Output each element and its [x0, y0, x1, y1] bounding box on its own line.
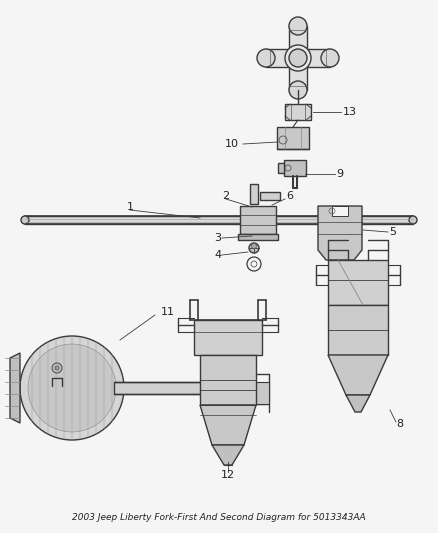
Text: 2003 Jeep Liberty Fork-First And Second Diagram for 5013343AA: 2003 Jeep Liberty Fork-First And Second … — [72, 513, 366, 522]
Text: 2: 2 — [223, 191, 230, 201]
Bar — [284, 160, 306, 176]
Bar — [278, 163, 284, 173]
Bar — [277, 127, 309, 149]
Text: 13: 13 — [343, 107, 357, 117]
Bar — [254, 382, 269, 404]
Text: 12: 12 — [221, 470, 235, 480]
Circle shape — [289, 17, 307, 35]
Text: 9: 9 — [336, 169, 343, 179]
Circle shape — [21, 216, 29, 224]
Circle shape — [249, 243, 259, 253]
Text: 1: 1 — [127, 202, 134, 212]
Bar — [25, 216, 413, 224]
Circle shape — [285, 45, 311, 71]
Polygon shape — [328, 355, 388, 395]
Polygon shape — [212, 445, 244, 465]
Circle shape — [20, 336, 124, 440]
Bar — [260, 192, 280, 200]
Polygon shape — [200, 405, 256, 445]
Bar — [238, 234, 278, 240]
Circle shape — [321, 49, 339, 67]
Bar — [289, 26, 307, 58]
Bar — [285, 104, 311, 120]
Text: 4: 4 — [215, 250, 222, 260]
Text: 11: 11 — [161, 307, 175, 317]
Bar — [298, 49, 330, 67]
Bar — [289, 58, 307, 90]
Circle shape — [409, 216, 417, 224]
Text: 3: 3 — [215, 233, 222, 243]
Bar — [240, 206, 276, 234]
Text: 10: 10 — [225, 139, 239, 149]
Polygon shape — [346, 395, 370, 412]
Circle shape — [28, 344, 116, 432]
Bar — [332, 206, 348, 216]
Circle shape — [257, 49, 275, 67]
Circle shape — [251, 261, 257, 267]
Bar — [250, 184, 258, 204]
Bar — [328, 260, 388, 305]
Polygon shape — [10, 353, 20, 423]
Circle shape — [52, 363, 62, 373]
Circle shape — [251, 244, 257, 248]
Polygon shape — [318, 206, 362, 260]
Bar — [266, 49, 298, 67]
Circle shape — [289, 49, 307, 67]
Text: 8: 8 — [396, 419, 403, 429]
Bar — [114, 382, 244, 394]
Bar — [200, 355, 256, 405]
Circle shape — [247, 257, 261, 271]
Bar — [328, 305, 388, 355]
Text: 6: 6 — [286, 191, 293, 201]
Circle shape — [289, 81, 307, 99]
Text: 5: 5 — [389, 227, 396, 237]
Bar — [194, 320, 262, 355]
Circle shape — [55, 366, 59, 370]
